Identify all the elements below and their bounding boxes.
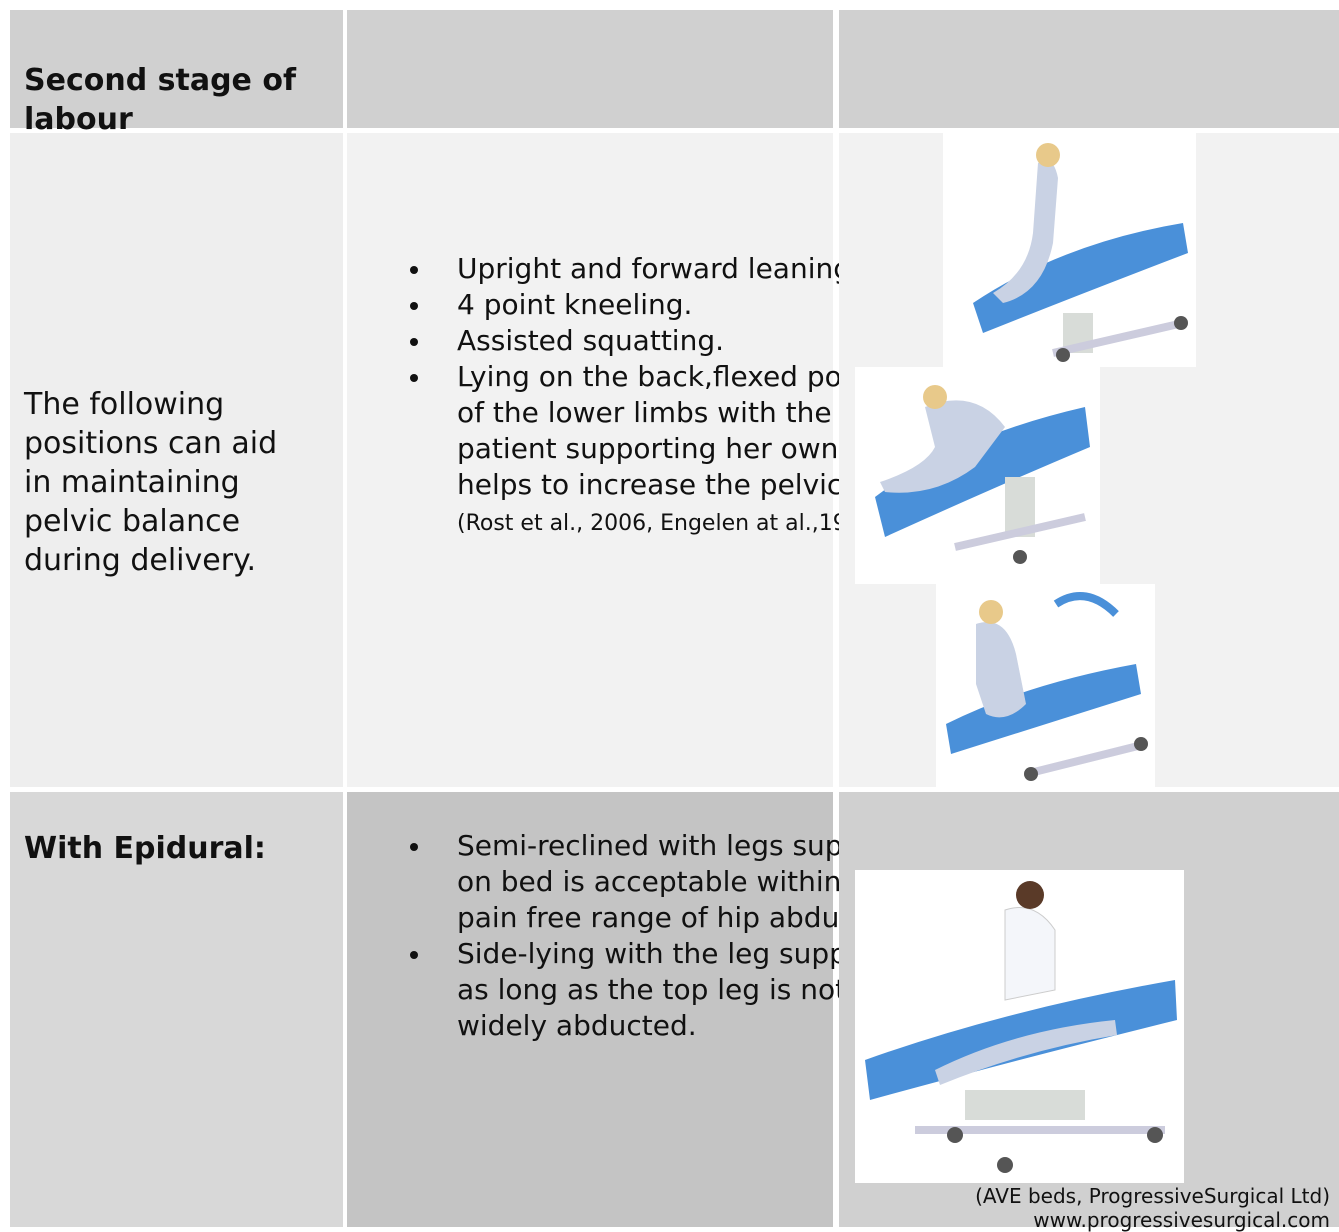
- photo-kneeling-upright: [943, 133, 1196, 367]
- header-cell: Second stage of labour: [10, 10, 343, 137]
- image-credit: (AVE beds, ProgressiveSurgical Ltd): [975, 1184, 1330, 1208]
- header-cell: [839, 10, 1339, 128]
- photo-assisted-squatting: [936, 584, 1155, 787]
- bullet-item: Assisted squatting.: [410, 323, 937, 359]
- bullet-item: Semi-reclined with legs supported on bed…: [410, 828, 937, 936]
- row-label-cell: With Epidural:: [10, 792, 343, 1227]
- list-cell: Upright and forward leaning. 4 point kne…: [347, 133, 933, 787]
- header-cell: [347, 10, 833, 128]
- row-label: The following positions can aid in maint…: [24, 387, 278, 578]
- list-cell: Semi-reclined with legs supported on bed…: [347, 792, 935, 1227]
- header-title: Second stage of labour: [24, 63, 296, 137]
- row-label-cell: The following positions can aid in maint…: [10, 133, 343, 787]
- photo-four-point-kneeling: [855, 367, 1100, 584]
- bullet-item: Upright and forward leaning.: [410, 251, 937, 287]
- row-label: With Epidural:: [24, 831, 266, 866]
- photo-epidural-bed: [855, 870, 1184, 1183]
- bullet-item: 4 point kneeling.: [410, 287, 937, 323]
- image-credit-url: www.progressivesurgical.com: [1033, 1208, 1330, 1232]
- citation: (Rost et al., 2006, Engelen at al.,1995): [457, 511, 884, 536]
